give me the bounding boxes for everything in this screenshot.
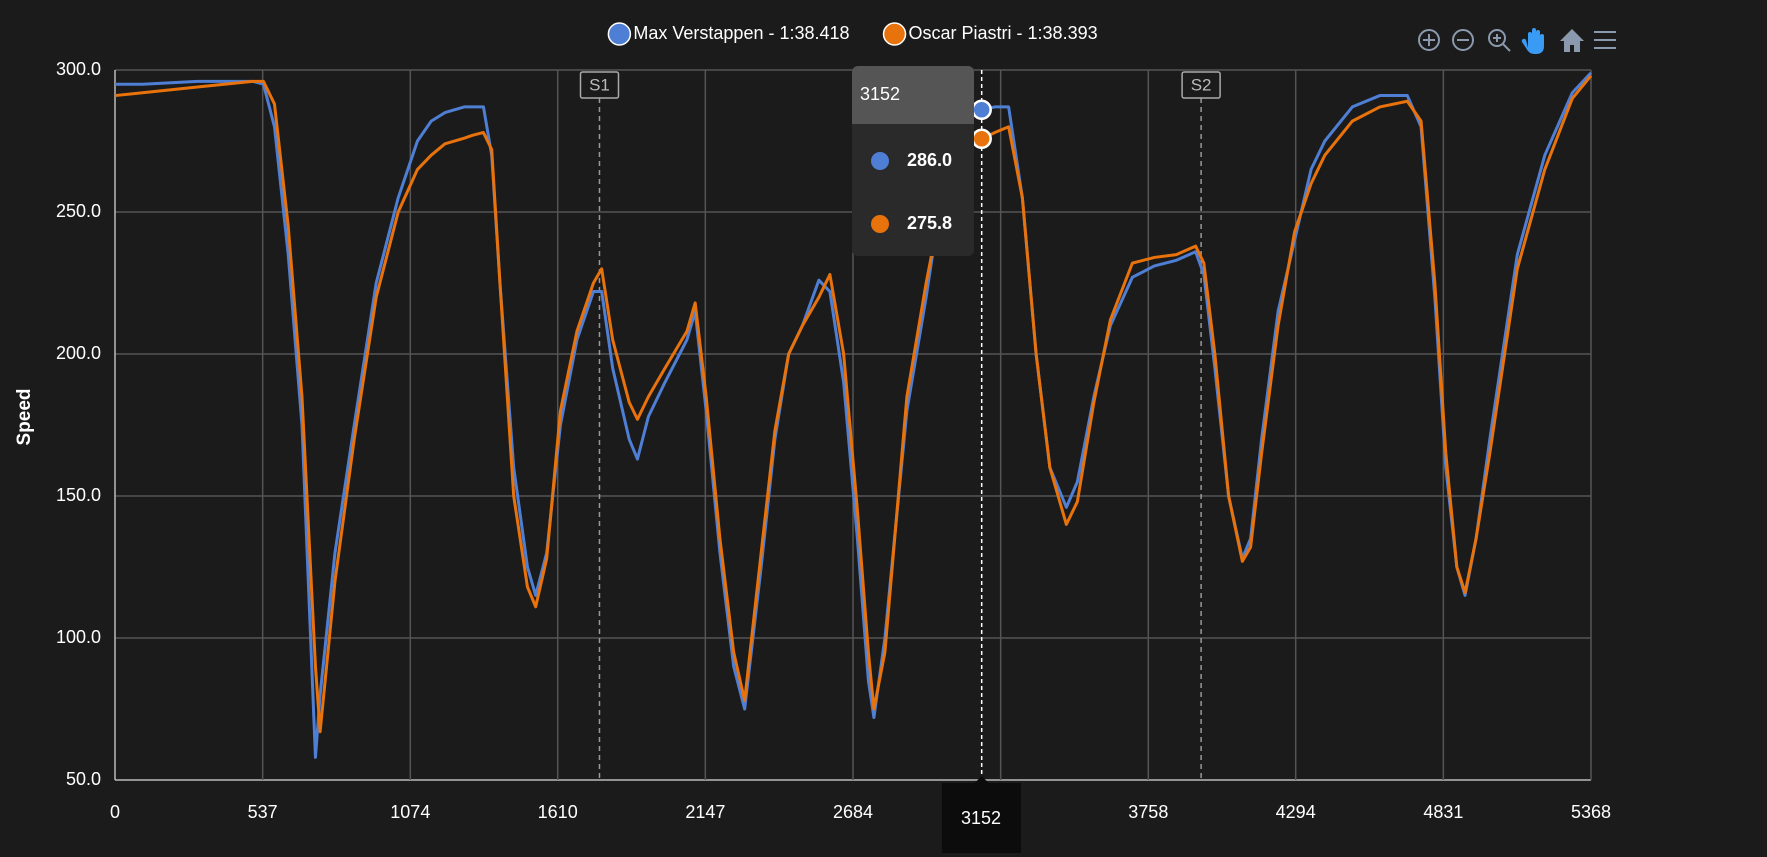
y-tick-label: 300.0 xyxy=(56,59,101,79)
x-tick-label: 4294 xyxy=(1276,802,1316,822)
y-tick-label: 250.0 xyxy=(56,201,101,221)
x-tick-label: 4831 xyxy=(1423,802,1463,822)
legend: Max Verstappen - 1:38.418 Oscar Piastri -… xyxy=(607,22,1098,46)
reset-button[interactable] xyxy=(1560,29,1584,52)
zoom-out-button[interactable] xyxy=(1452,29,1474,51)
sector-label: S1 xyxy=(589,75,610,94)
menu-button[interactable] xyxy=(1594,31,1616,49)
zoom-in-button[interactable] xyxy=(1418,29,1440,51)
tooltip-marker xyxy=(871,215,889,233)
sector-label-box xyxy=(579,71,620,99)
tooltip-value: 286.0 xyxy=(907,150,952,170)
legend-marker xyxy=(607,22,632,46)
legend-marker xyxy=(882,22,907,46)
x-tick-label: 5368 xyxy=(1571,802,1611,822)
tooltip-marker xyxy=(871,152,889,170)
x-tick-label: 1074 xyxy=(390,802,430,822)
y-tick-label: 50.0 xyxy=(66,769,101,789)
selection-zoom-button[interactable] xyxy=(1488,29,1511,52)
y-tick-label: 150.0 xyxy=(56,485,101,505)
y-tick-label: 200.0 xyxy=(56,343,101,363)
x-tick-label: 537 xyxy=(248,802,278,822)
sector-label-box xyxy=(1181,71,1221,99)
crosshair-label-box xyxy=(942,783,1021,853)
sector-label: S2 xyxy=(1191,75,1212,94)
tooltip-value: 275.8 xyxy=(907,213,952,233)
tooltip-title: 3152 xyxy=(860,84,900,104)
x-tick-label: 2684 xyxy=(833,802,873,822)
crosshair-label-arrow xyxy=(974,776,989,783)
y-axis-title: Speed xyxy=(14,388,35,445)
toolbar xyxy=(1418,28,1616,54)
x-tick-label: 1610 xyxy=(538,802,578,822)
x-tick-label: 2147 xyxy=(685,802,725,822)
tooltip-header-bg xyxy=(852,66,974,124)
crosshair-label: 3152 xyxy=(961,808,1001,828)
x-tick-label: 0 xyxy=(110,802,120,822)
legend-label: Max Verstappen - 1:38.418 xyxy=(633,23,849,43)
hover-marker xyxy=(971,128,992,149)
legend-label: Oscar Piastri - 1:38.393 xyxy=(909,23,1098,43)
x-tick-label: 3758 xyxy=(1128,802,1168,822)
y-tick-label: 100.0 xyxy=(56,627,101,647)
speed-line xyxy=(114,74,1593,734)
pan-button[interactable] xyxy=(1521,28,1544,54)
hover-marker xyxy=(971,99,992,121)
